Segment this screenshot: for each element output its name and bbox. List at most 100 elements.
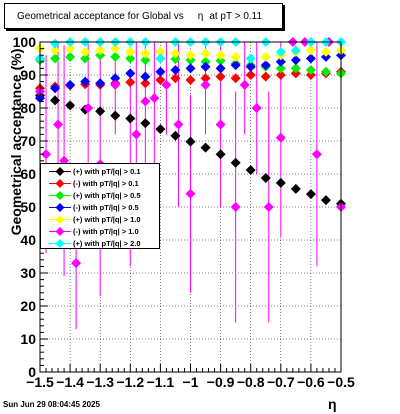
data-point [185,136,196,147]
data-point [200,48,211,59]
data-point [185,63,196,74]
data-point [50,83,61,94]
x-tick-label: −0.9 [207,374,235,390]
data-point [260,172,271,183]
data-point [215,55,226,66]
y-tick-label: 80 [20,100,36,116]
x-tick-label: −0.6 [297,374,325,390]
data-point [215,63,226,74]
x-tick-label: −1.2 [116,374,144,390]
legend-entry: (+) with pT/|q| > 1.0 [41,214,159,225]
data-point [230,51,241,62]
data-point [50,53,61,64]
data-point [230,60,241,71]
data-point [275,63,286,74]
data-point [50,45,61,56]
data-point [290,55,301,66]
data-point [215,71,226,82]
legend-marker [49,191,71,200]
data-point [65,43,76,54]
data-point [305,53,316,64]
data-point [200,61,211,72]
legend-label: (+) with pT/|q| > 0.1 [73,167,141,176]
legend-label: (-) with pT/|q| > 0.1 [73,179,139,188]
data-point [275,56,286,67]
data-point [80,46,91,57]
legend-label: (+) with pT/|q| > 0.5 [73,191,141,200]
data-point [110,110,121,121]
data-point [230,73,241,84]
data-point [65,51,76,62]
chart-legend: (+) with pT/|q| > 0.1 (-) with pT/|q| > 0… [40,163,160,249]
data-point [275,132,286,143]
y-tick-label: 40 [20,232,36,248]
data-point [65,100,76,111]
legend-entry: (+) with pT/|q| > 0.1 [41,166,159,177]
data-point [245,70,256,80]
y-tick-label: 60 [20,166,36,182]
y-tick-label: 10 [20,331,36,347]
data-point [260,71,271,82]
legend-marker [49,203,71,212]
data-point [95,78,106,89]
data-point [149,93,160,104]
data-point [41,149,52,160]
data-point [80,76,91,87]
x-tick-label: −1.1 [147,374,175,390]
data-point [125,46,136,57]
data-point [155,46,166,57]
data-point [215,50,226,61]
legend-entry: (-) with pT/|q| > 0.1 [41,178,159,189]
footer-timestamp: Sun Jun 29 08:04:45 2025 [3,400,100,409]
data-point [245,165,256,176]
data-point [320,195,331,206]
chart-title-part2: at pT > 0.11 [209,11,263,22]
data-point [239,79,250,90]
data-point [200,79,211,90]
data-point [50,95,61,106]
legend-entry: (+) with pT/|q| > 2.0 [41,238,159,249]
data-point [230,202,241,212]
x-tick-label: −1.3 [86,374,114,390]
data-point [131,129,142,140]
legend-marker [49,227,71,236]
data-point [125,77,136,88]
legend-entry: (-) with pT/|q| > 0.5 [41,202,159,213]
y-tick-label: 0 [28,364,36,380]
data-point [305,189,316,200]
data-point [251,103,262,113]
data-point [155,124,166,135]
y-tick-label: 100 [13,34,37,50]
data-point [275,177,286,188]
data-point [170,48,181,59]
legend-marker [49,167,71,176]
series-5 [35,37,346,269]
data-point [155,66,166,77]
data-point [260,60,271,71]
data-point [230,157,241,168]
data-point [71,258,82,269]
x-tick-label: −1.5 [26,374,54,390]
data-point [65,79,76,90]
data-point [215,149,226,160]
data-point [311,149,322,160]
data-point [215,119,226,130]
legend-label: (-) with pT/|q| > 1.0 [73,227,139,236]
data-point [320,46,331,57]
series-3 [35,50,346,104]
data-point [125,68,136,79]
data-point [140,71,151,82]
data-point [185,74,196,85]
data-point [170,65,181,76]
data-point [140,55,151,66]
legend-entry: (+) with pT/|q| > 0.5 [41,190,159,201]
data-point [53,119,64,130]
data-point [140,96,151,107]
x-axis-label: η [328,396,337,412]
data-point [245,61,256,72]
y-tick-label: 50 [20,199,36,215]
data-point [155,74,166,85]
data-point [170,130,181,141]
